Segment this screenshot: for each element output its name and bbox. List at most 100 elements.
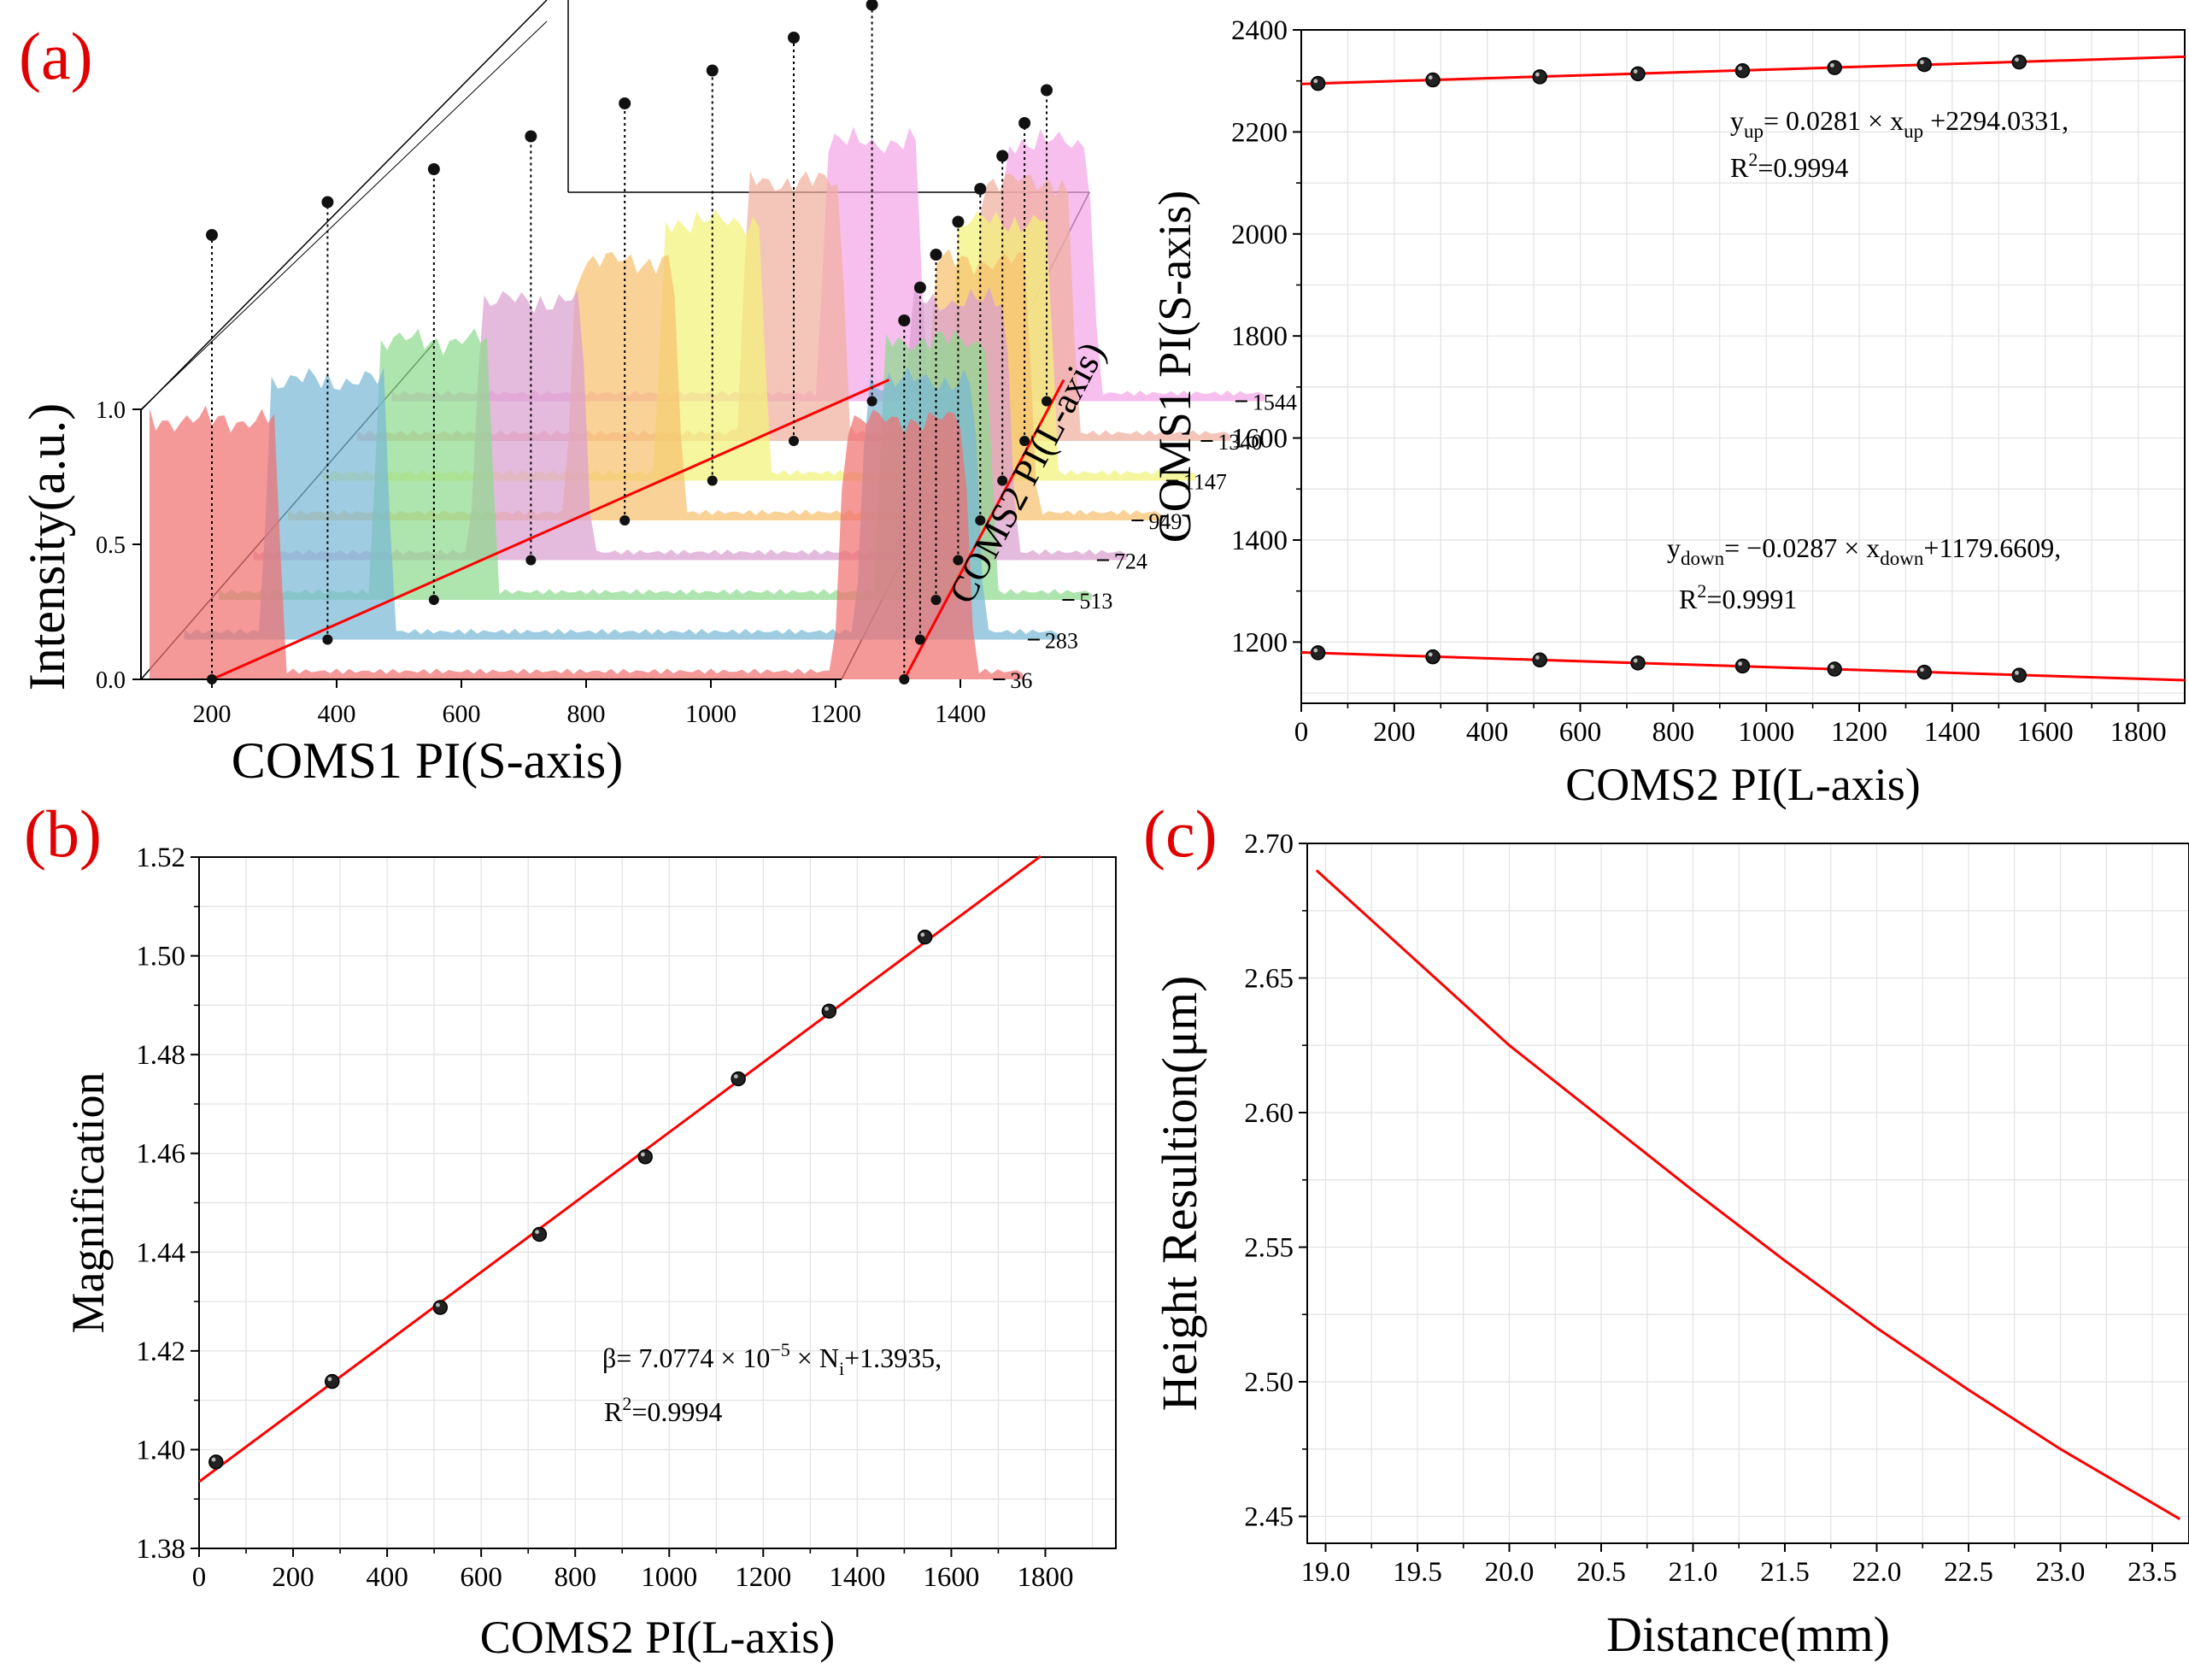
- eq-sub: up: [1744, 120, 1764, 142]
- panel-label-c: (c): [1143, 796, 1218, 871]
- data-point-highlight: [1830, 664, 1834, 669]
- top-point: [206, 229, 218, 241]
- top-point: [898, 314, 911, 326]
- data-point-highlight: [1738, 661, 1743, 667]
- fit-equation-beta: β= 7.0774 × 10−5 × Ni+1.3935,: [602, 1339, 942, 1379]
- x-tick-label: 1600: [2017, 717, 2074, 748]
- base-point: [866, 396, 877, 407]
- plot-frame: [1306, 843, 2189, 1544]
- data-point-highlight: [1313, 79, 1318, 84]
- eq-mid: × N: [790, 1342, 839, 1373]
- y-tick-label: 0.0: [96, 667, 126, 694]
- base-point: [428, 595, 439, 605]
- y-tick-label: 2.65: [1244, 964, 1294, 995]
- x-tick-label: 1800: [1017, 1562, 1073, 1593]
- panel-labels: (a) (b) (c): [19, 19, 1218, 871]
- y-axis-title: Magnification: [62, 1072, 114, 1334]
- data-point-highlight: [1920, 60, 1924, 65]
- waterfall-area-513: [219, 328, 1092, 600]
- data-point: [1630, 655, 1646, 671]
- fit-equation-up: yup= 0.0281 × xup +2294.0331,: [1730, 105, 2069, 142]
- base-point: [619, 515, 631, 526]
- eq-mid: = −0.0287 × x: [1724, 532, 1880, 563]
- z-tick-label: 724: [1114, 549, 1147, 574]
- y-tick-label: 1.48: [136, 1040, 185, 1071]
- data-point: [731, 1071, 746, 1087]
- x-tick-label: 1000: [685, 700, 737, 728]
- y-tick-label: 1.44: [136, 1237, 185, 1268]
- base-point: [930, 595, 942, 605]
- y-tick-label: 2000: [1231, 220, 1288, 250]
- x-tick-label: 1000: [641, 1562, 697, 1593]
- x-tick-label: 600: [460, 1562, 502, 1593]
- r2-up: R2=0.9994: [1730, 149, 1848, 183]
- base-point: [789, 436, 799, 446]
- r2-post: =0.9994: [1758, 152, 1848, 183]
- top-point: [866, 0, 878, 11]
- data-point-highlight: [1428, 652, 1433, 657]
- data-point-highlight: [1920, 667, 1924, 673]
- ridge-line-peak_left: [211, 379, 890, 681]
- data-point: [324, 1373, 340, 1389]
- x-tick-label: 20.5: [1576, 1557, 1626, 1588]
- z-tick-label: 1544: [1253, 391, 1297, 415]
- y-tick-label: 1.40: [136, 1435, 185, 1466]
- top-point: [619, 97, 631, 109]
- x-tick-label: 200: [1373, 717, 1416, 748]
- eq-sub: i: [839, 1358, 844, 1379]
- y-tick-label: 1800: [1231, 321, 1288, 352]
- x-tick-label: 1600: [923, 1562, 979, 1593]
- data-point: [432, 1300, 449, 1315]
- data-point: [2011, 54, 2028, 70]
- top-point: [525, 130, 537, 143]
- data-point-highlight: [1738, 66, 1743, 71]
- x-tick-label: 800: [567, 700, 606, 728]
- base-point: [707, 475, 718, 486]
- base-point: [914, 634, 925, 645]
- eq-sub: down: [1681, 548, 1725, 569]
- x-tick-label: 21.5: [1760, 1557, 1810, 1588]
- data-point-highlight: [1830, 62, 1834, 68]
- y-tick-label: 0.5: [96, 532, 126, 559]
- z-tick-label: 1147: [1183, 470, 1227, 495]
- plot-frame: [1300, 29, 2186, 704]
- data-point-highlight: [2015, 57, 2019, 62]
- y-tick-label: 1.52: [136, 843, 185, 873]
- x-axis-title: COMS2 PI(L-axis): [1565, 759, 1921, 810]
- eq-exp: −5: [770, 1339, 789, 1360]
- fit-equation-down: ydown= −0.0287 × xdown+1179.6609,: [1667, 532, 2061, 569]
- y-axis-title: Height Resultion(μm): [1152, 976, 1207, 1412]
- data-point: [1916, 664, 1932, 680]
- waterfall-area-36: [150, 405, 1023, 679]
- top-point: [1018, 117, 1031, 129]
- data-point-highlight: [1535, 72, 1540, 77]
- top-point: [913, 281, 926, 294]
- r2-sup: 2: [1748, 149, 1758, 170]
- data-point-highlight: [825, 1007, 829, 1011]
- base-point: [1019, 436, 1030, 446]
- data-point: [1734, 658, 1751, 674]
- ridge-line-peak_right: [902, 379, 1065, 680]
- r2-sup: 2: [1697, 580, 1706, 602]
- x-tick-label: 200: [272, 1562, 314, 1593]
- y-tick-label: 1200: [1231, 627, 1288, 658]
- x-tick-label: 1200: [810, 700, 861, 728]
- data-point: [1425, 649, 1441, 665]
- x-tick-label: 22.5: [1944, 1557, 1993, 1588]
- y-tick-label: 2.60: [1244, 1098, 1294, 1129]
- top-point: [321, 196, 334, 209]
- base-point: [207, 674, 217, 684]
- x-tick-label: 800: [1652, 717, 1695, 748]
- y-tick-label: 1.42: [136, 1336, 185, 1367]
- data-point: [1827, 60, 1842, 75]
- data-point-highlight: [2015, 670, 2019, 675]
- z-tick-label: 36: [1010, 668, 1032, 693]
- data-point: [637, 1149, 653, 1165]
- x-tick-label: 200: [193, 700, 232, 728]
- y-tick-label: 2400: [1231, 15, 1288, 46]
- data-point: [1425, 72, 1441, 88]
- x-tick-label: 1400: [1924, 717, 1981, 748]
- eq-sub: up: [1904, 120, 1923, 142]
- base-point: [899, 674, 910, 684]
